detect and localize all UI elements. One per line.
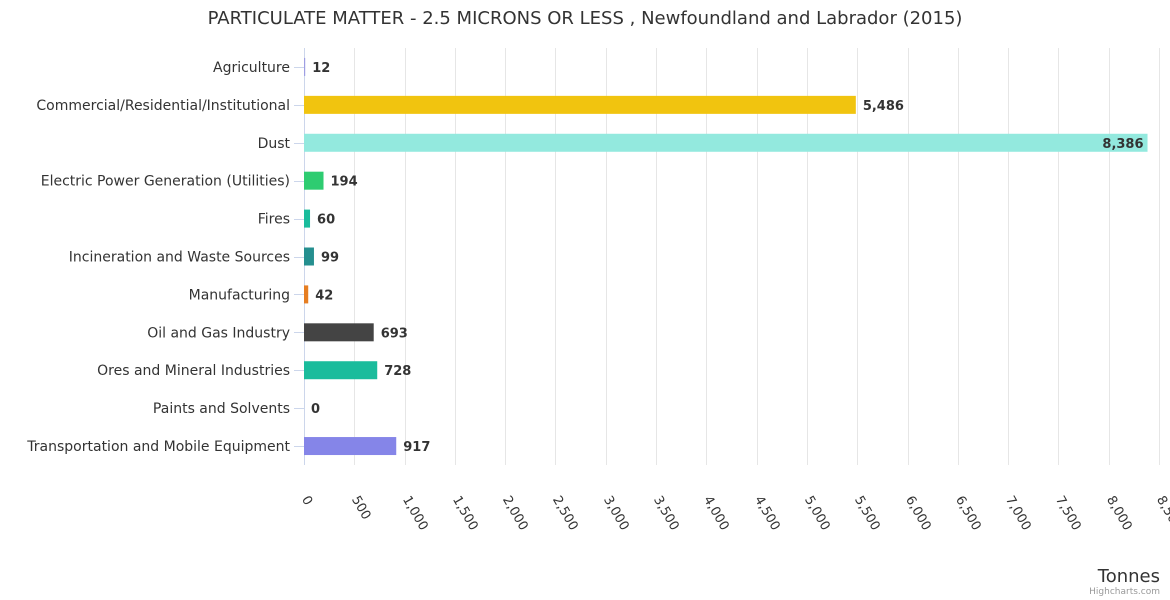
- data-label: 8,386: [1102, 137, 1143, 152]
- x-tick-label: 3,500: [650, 494, 682, 534]
- data-label: 5,486: [863, 99, 904, 114]
- data-labels: 12 5,486 8,386 194 60 99 42 693 728 0 917: [311, 61, 1144, 455]
- data-label: 99: [321, 251, 339, 266]
- bar[interactable]: [304, 133, 1148, 152]
- bar[interactable]: [304, 95, 856, 114]
- x-tick-label: 2,000: [499, 494, 531, 534]
- category-label: Fires: [258, 212, 290, 228]
- bar[interactable]: [304, 247, 314, 266]
- bar[interactable]: [304, 285, 309, 304]
- category-label: Electric Power Generation (Utilities): [41, 174, 290, 190]
- x-tick-label: 500: [348, 494, 373, 523]
- x-tick-label: 6,000: [902, 494, 934, 534]
- x-axis-title: Tonnes: [1097, 566, 1160, 587]
- credits-link[interactable]: Highcharts.com: [1089, 587, 1160, 597]
- bar[interactable]: [304, 323, 374, 342]
- category-label: Paints and Solvents: [153, 401, 290, 417]
- category-label: Oil and Gas Industry: [147, 325, 290, 341]
- x-tick-label: 6,500: [952, 494, 984, 534]
- x-tick-label: 1,000: [399, 494, 431, 534]
- x-tick-label: 1,500: [449, 494, 481, 534]
- x-tick-label: 8,000: [1103, 494, 1135, 534]
- bars: [304, 57, 1148, 456]
- x-tick-label: 7,000: [1002, 494, 1034, 534]
- category-label: Manufacturing: [189, 287, 290, 303]
- category-label: Transportation and Mobile Equipment: [26, 439, 290, 455]
- x-axis-ticks: 0 500 1,000 1,500 2,000 2,500 3,000 3,500 4,000 4…: [298, 494, 1170, 534]
- bar[interactable]: [304, 171, 324, 190]
- bar[interactable]: [304, 209, 311, 228]
- x-tick-label: 4,000: [700, 494, 732, 534]
- bar[interactable]: [304, 437, 397, 456]
- category-label: Dust: [258, 136, 291, 152]
- data-label: 42: [315, 288, 333, 303]
- bar[interactable]: [304, 57, 306, 76]
- x-tick-label: 0: [298, 494, 315, 509]
- category-label: Commercial/Residential/Institutional: [36, 98, 290, 114]
- data-label: 728: [384, 364, 411, 379]
- data-label: 693: [381, 326, 408, 341]
- x-tick-label: 5,000: [801, 494, 833, 534]
- x-tick-label: 5,500: [851, 494, 883, 534]
- x-tick-label: 7,500: [1052, 494, 1084, 534]
- x-tick-label: 4,500: [751, 494, 783, 534]
- bar[interactable]: [304, 361, 378, 380]
- data-label: 0: [311, 402, 320, 417]
- chart-title: PARTICULATE MATTER - 2.5 MICRONS OR LESS…: [208, 8, 963, 29]
- x-tick-label: 3,000: [600, 494, 632, 534]
- x-tick-label: 8,500: [1153, 494, 1170, 534]
- data-label: 12: [312, 61, 330, 76]
- category-label: Incineration and Waste Sources: [69, 250, 290, 266]
- category-labels: Agriculture Commercial/Residential/Instit…: [26, 60, 304, 455]
- category-label: Ores and Mineral Industries: [97, 363, 290, 379]
- data-label: 917: [403, 440, 430, 455]
- category-label: Agriculture: [213, 60, 290, 76]
- x-tick-label: 2,500: [549, 494, 581, 534]
- data-label: 60: [317, 213, 335, 228]
- data-label: 194: [331, 175, 358, 190]
